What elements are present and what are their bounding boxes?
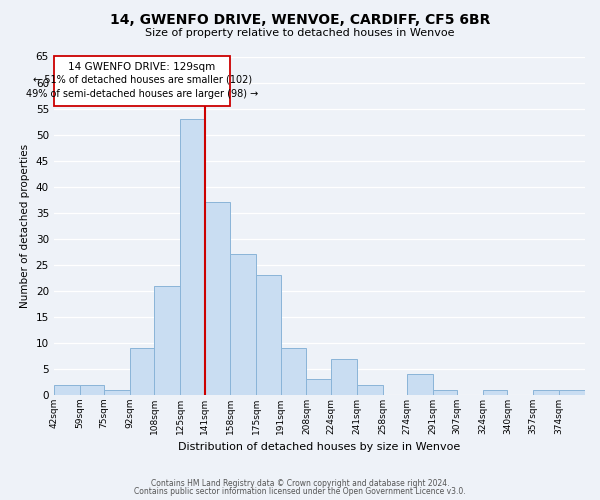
Bar (230, 254, 256, 395)
Text: ← 51% of detached houses are smaller (102): ← 51% of detached houses are smaller (10… (32, 75, 251, 85)
Text: Contains public sector information licensed under the Open Government Licence v3: Contains public sector information licen… (134, 487, 466, 496)
Bar (54, 384, 80, 395)
Text: 14, GWENFO DRIVE, WENVOE, CARDIFF, CF5 6BR: 14, GWENFO DRIVE, WENVOE, CARDIFF, CF5 6… (110, 12, 490, 26)
Bar (433, 390, 457, 395)
X-axis label: Distribution of detached houses by size in Wenvoe: Distribution of detached houses by size … (178, 442, 461, 452)
Bar (205, 202, 230, 395)
Bar (483, 390, 508, 395)
Text: Size of property relative to detached houses in Wenvoe: Size of property relative to detached ho… (145, 28, 455, 38)
Text: 49% of semi-detached houses are larger (98) →: 49% of semi-detached houses are larger (… (26, 89, 258, 99)
Bar (180, 119, 205, 395)
Bar (256, 275, 281, 395)
Bar (130, 348, 154, 395)
Bar (407, 374, 433, 395)
Bar (54, 56, 230, 106)
Bar (80, 384, 104, 395)
Bar (154, 286, 180, 395)
Text: 14 GWENFO DRIVE: 129sqm: 14 GWENFO DRIVE: 129sqm (68, 62, 216, 72)
Bar (281, 348, 307, 395)
Bar (559, 390, 585, 395)
Text: Contains HM Land Registry data © Crown copyright and database right 2024.: Contains HM Land Registry data © Crown c… (151, 478, 449, 488)
Y-axis label: Number of detached properties: Number of detached properties (20, 144, 30, 308)
Bar (331, 358, 357, 395)
Bar (533, 390, 559, 395)
Bar (104, 390, 130, 395)
Bar (357, 384, 383, 395)
Bar (307, 380, 331, 395)
